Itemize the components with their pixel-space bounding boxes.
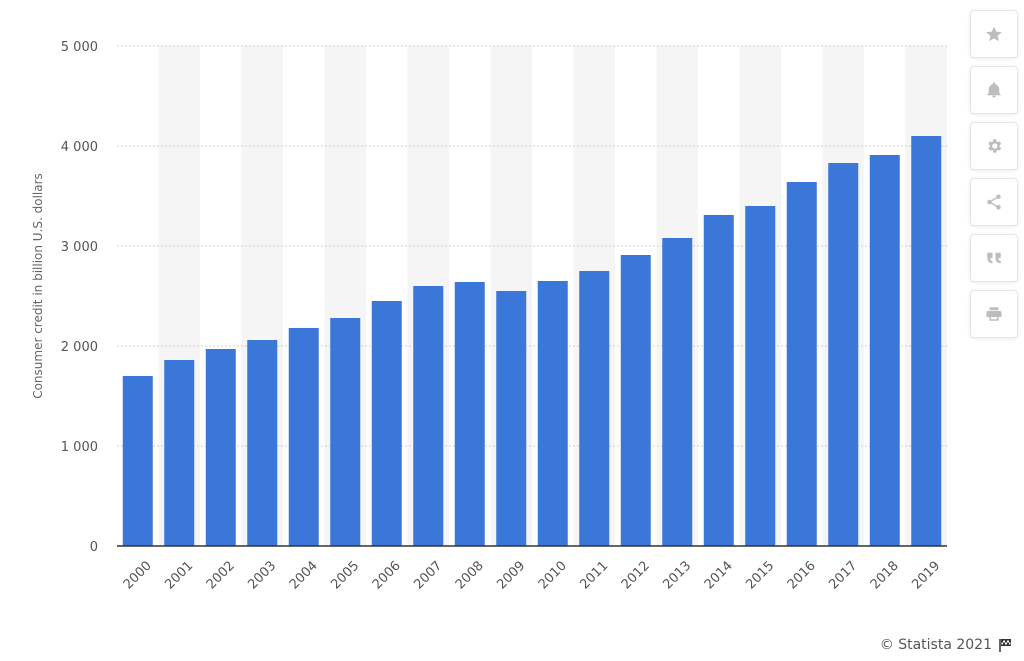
x-tick-label: 2010 — [536, 558, 570, 592]
x-tick-label: 2009 — [494, 558, 528, 592]
x-tick-label: 2015 — [743, 558, 777, 592]
x-tick-label: 2004 — [287, 558, 321, 592]
gear-icon — [988, 139, 1002, 153]
y-tick-label: 4 000 — [61, 140, 98, 155]
settings-button[interactable] — [970, 122, 1018, 170]
x-tick-label: 2000 — [121, 558, 155, 592]
print-icon — [986, 307, 1002, 321]
print-button[interactable] — [970, 290, 1018, 338]
bell-icon — [987, 82, 1001, 98]
x-tick-label: 2017 — [826, 558, 860, 592]
x-tick-label: 2003 — [245, 558, 279, 592]
share-button[interactable] — [970, 178, 1018, 226]
x-tick-label: 2006 — [370, 558, 404, 592]
bar-2012[interactable] — [620, 255, 651, 546]
bar-2004[interactable] — [288, 328, 319, 546]
bar-2019[interactable] — [911, 136, 942, 546]
x-tick-label: 2014 — [702, 558, 736, 592]
x-tick-label: 2016 — [785, 558, 819, 592]
y-tick-label: 2 000 — [61, 340, 98, 355]
x-axis-ticks: 2000 2001 2002 2003 2004 2005 2006 2007 2008 2009… — [121, 558, 944, 592]
bar-2003[interactable] — [247, 340, 278, 546]
x-tick-label: 2011 — [577, 558, 611, 592]
bar-2017[interactable] — [828, 163, 859, 546]
bar-2000[interactable] — [122, 376, 153, 546]
bar-2001[interactable] — [164, 360, 195, 546]
x-tick-label: 2002 — [204, 558, 238, 592]
x-tick-label: 2007 — [411, 558, 445, 592]
bar-2016[interactable] — [786, 182, 817, 546]
x-tick-label: 2013 — [660, 558, 694, 592]
copyright-text: © Statista 2021 — [879, 637, 992, 653]
bar-2013[interactable] — [662, 238, 693, 546]
cite-button[interactable] — [970, 234, 1018, 282]
x-tick-label: 2012 — [619, 558, 653, 592]
bar-2014[interactable] — [703, 215, 734, 546]
y-tick-label: 3 000 — [61, 240, 98, 255]
x-tick-label: 2005 — [328, 558, 362, 592]
bar-2006[interactable] — [371, 301, 402, 546]
y-tick-label: 1 000 — [61, 440, 98, 455]
x-tick-label: 2001 — [162, 558, 196, 592]
bar-2011[interactable] — [579, 271, 610, 546]
share-icon — [987, 194, 1001, 210]
bar-2015[interactable] — [745, 206, 776, 546]
bar-2002[interactable] — [205, 349, 236, 546]
flag-icon[interactable] — [998, 638, 1012, 652]
y-tick-label: 0 — [90, 540, 98, 555]
toolbar — [970, 10, 1018, 346]
y-axis-ticks: 0 1 000 2 000 3 000 4 000 5 000 — [61, 40, 98, 555]
y-axis-label: Consumer credit in billion U.S. dollars — [31, 173, 45, 399]
x-tick-label: 2008 — [453, 558, 487, 592]
bar-2010[interactable] — [537, 281, 568, 546]
bar-2008[interactable] — [454, 282, 485, 546]
bar-2005[interactable] — [330, 318, 361, 546]
bar-2007[interactable] — [413, 286, 444, 546]
star-icon — [986, 26, 1002, 42]
notification-button[interactable] — [970, 66, 1018, 114]
quote-icon — [987, 252, 1001, 264]
bars — [122, 136, 942, 546]
y-tick-label: 5 000 — [61, 40, 98, 55]
x-tick-label: 2018 — [868, 558, 902, 592]
footer: © Statista 2021 — [880, 637, 1012, 653]
bar-2018[interactable] — [869, 155, 900, 546]
bar-2009[interactable] — [496, 291, 527, 546]
x-tick-label: 2019 — [909, 558, 943, 592]
favorite-button[interactable] — [970, 10, 1018, 58]
